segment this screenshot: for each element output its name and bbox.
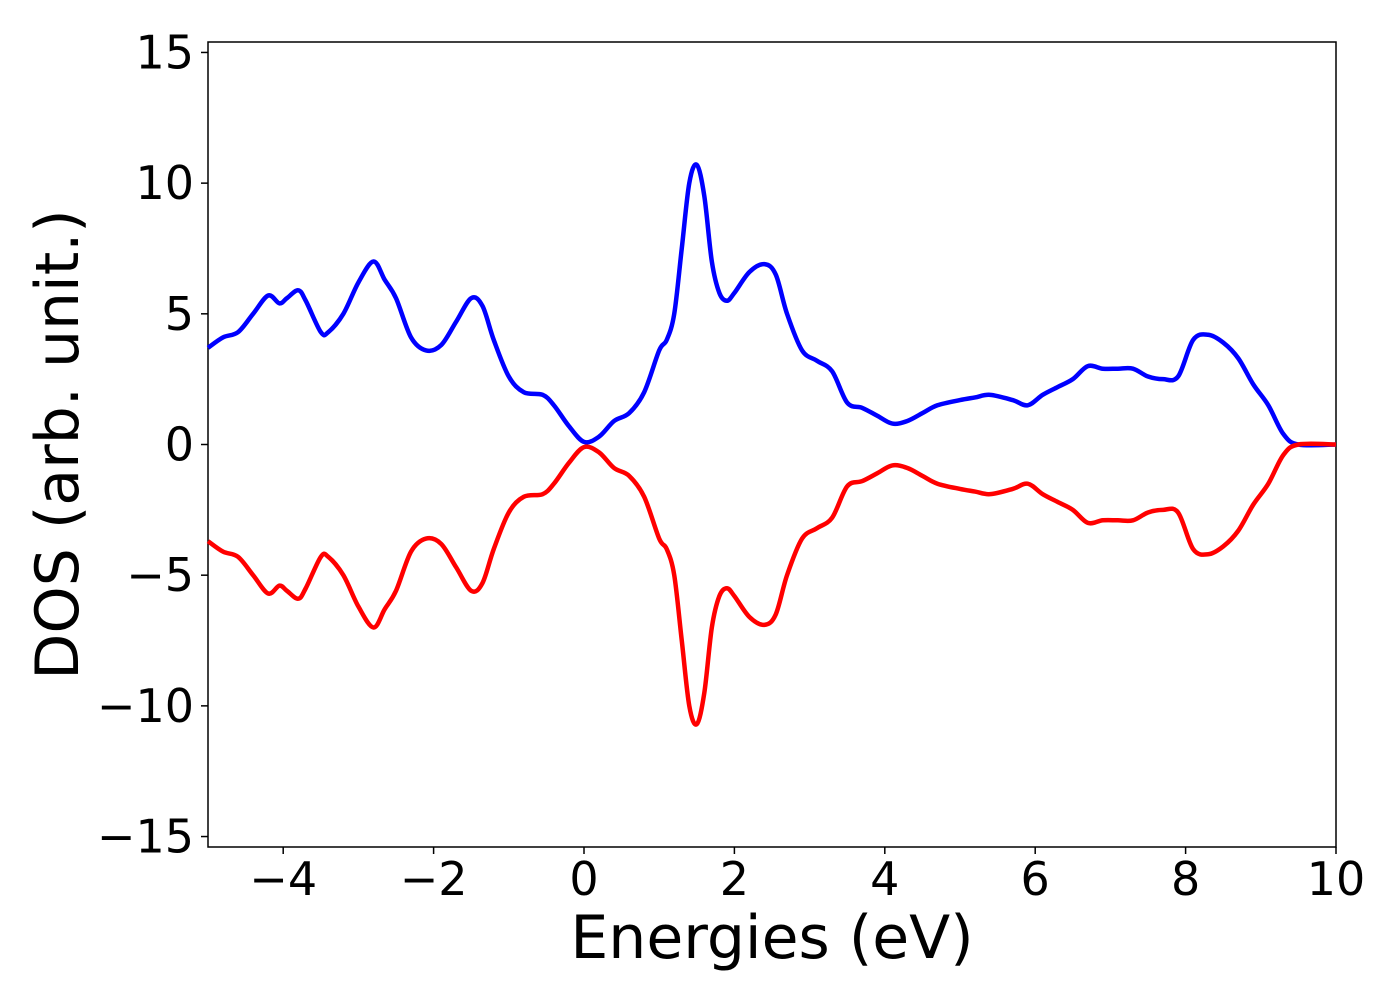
y-tick-label: −5 <box>126 548 194 602</box>
y-tick-label: −10 <box>97 679 194 733</box>
x-axis-label: Energies (eV) <box>570 903 973 973</box>
y-tick-label: 0 <box>165 418 194 472</box>
plot-area <box>207 41 1337 848</box>
plot-frame <box>207 41 1337 848</box>
series-line-up <box>206 162 1337 448</box>
y-axis-ticks: −15 −10 −5 0 5 10 15 <box>97 25 208 864</box>
x-tick-label: 2 <box>720 852 749 906</box>
series-line-down <box>206 441 1337 727</box>
x-tick-label: −4 <box>249 852 317 906</box>
x-tick-label: 4 <box>870 852 899 906</box>
x-tick-label: 6 <box>1021 852 1050 906</box>
y-tick-label: 15 <box>135 25 194 79</box>
y-tick-label: 10 <box>135 156 194 210</box>
y-tick-label: −15 <box>97 810 194 864</box>
x-tick-label: 10 <box>1307 852 1366 906</box>
x-tick-label: 0 <box>569 852 598 906</box>
x-tick-label: −2 <box>400 852 468 906</box>
x-tick-label: 8 <box>1171 852 1200 906</box>
x-axis-ticks: −4 −2 0 2 4 6 8 10 <box>249 847 1365 906</box>
y-tick-label: 5 <box>165 287 194 341</box>
series-layer <box>206 162 1337 727</box>
y-axis-label: DOS (arb. unit.) <box>23 209 93 679</box>
